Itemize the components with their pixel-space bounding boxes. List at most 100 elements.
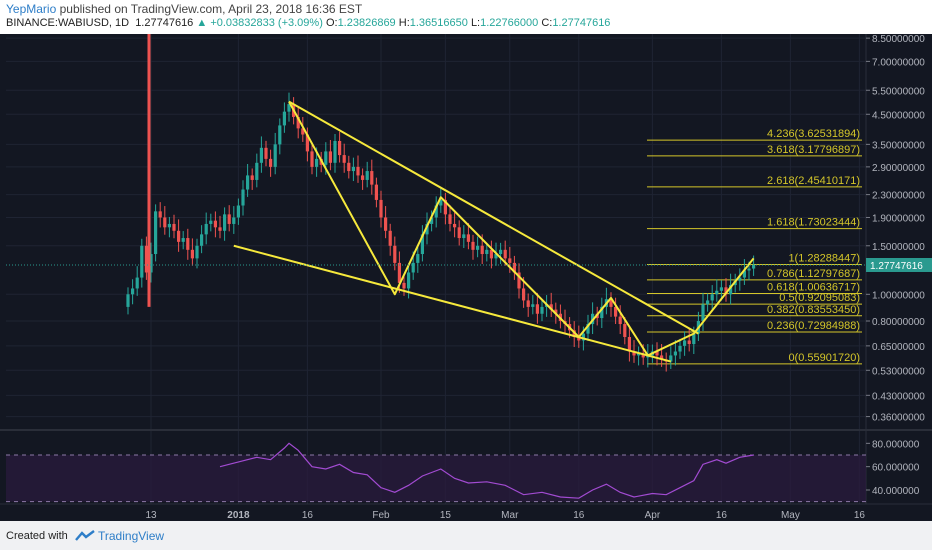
candle-body [144, 245, 148, 273]
candle-body [526, 300, 530, 307]
candle [549, 292, 553, 318]
candle [126, 287, 130, 315]
candle-body [177, 230, 181, 242]
candle-body [259, 147, 263, 163]
candle-body [338, 140, 342, 156]
time-tick-label: 16 [716, 510, 728, 521]
trendline-zigzag [288, 101, 755, 357]
candle-body [269, 158, 273, 167]
candle [172, 214, 176, 239]
price-tick-label: 1.50000000 [872, 242, 925, 253]
candle [269, 149, 273, 177]
candle [154, 204, 158, 262]
open-value: 1.23826869 [337, 17, 396, 29]
candle-body [135, 277, 139, 289]
candle-body [425, 223, 429, 235]
candle [374, 177, 378, 208]
candle-body [181, 238, 185, 242]
candle [144, 236, 148, 280]
candle-body [742, 270, 746, 278]
publish-line: YepMario published on TradingView.com, A… [6, 2, 362, 16]
fib-level-label: 1.618(1.73023444) [767, 217, 860, 229]
candle-body [448, 214, 452, 224]
candle-body [209, 220, 213, 224]
price-tick-label: 0.65000000 [872, 342, 925, 353]
candle [453, 212, 457, 238]
last-price-tag-label: 1.27747616 [870, 261, 923, 272]
candle [365, 161, 369, 188]
candle-body [278, 125, 282, 145]
up-arrow-icon: ▲ [196, 17, 208, 29]
tradingview-brand[interactable]: TradingView [98, 529, 165, 543]
candle [370, 159, 374, 195]
candle [434, 196, 438, 228]
candle [393, 236, 397, 271]
candle-body [480, 245, 484, 255]
candle [310, 142, 314, 175]
price-tick-label: 0.80000000 [872, 317, 925, 328]
candle [255, 153, 259, 188]
candle-body [683, 340, 687, 346]
author-link[interactable]: YepMario [6, 2, 57, 16]
candle-body [250, 175, 254, 180]
candle-body [623, 324, 627, 337]
candle [218, 215, 222, 239]
candle [241, 180, 245, 216]
candle-body [310, 151, 314, 167]
candle-body [374, 184, 378, 200]
candle [476, 236, 480, 258]
candle-body [282, 111, 286, 126]
fib-level-label: 1(1.28288447) [788, 252, 860, 264]
candle [347, 155, 351, 179]
rsi-band [6, 455, 866, 502]
symbol-line: BINANCE:WABIUSD, 1D 1.27747616 ▲ +0.0383… [6, 17, 610, 29]
candle-body [126, 294, 130, 307]
price-tick-label: 8.50000000 [872, 34, 925, 45]
candle-body [678, 345, 682, 352]
candle-body [402, 282, 406, 289]
candle-body [140, 245, 144, 278]
price-chart[interactable]: 4.236(3.62531894) 3.618(3.17796897) 2.618(… [0, 34, 932, 521]
candle-body [549, 304, 553, 310]
high-label: H: [398, 17, 410, 29]
candle-body [494, 254, 498, 259]
candle [535, 292, 539, 324]
candle [485, 242, 489, 262]
candle [706, 293, 710, 312]
candle [351, 157, 355, 182]
time-tick-label: May [781, 510, 800, 521]
candle [190, 238, 194, 266]
price-tick-label: 7.00000000 [872, 57, 925, 68]
rsi-pane: 80.000000 60.000000 40.000000 [6, 439, 920, 503]
candle-body [227, 214, 231, 224]
candle-body [246, 175, 250, 190]
candle [356, 155, 360, 183]
price-tick-label: 5.50000000 [872, 86, 925, 97]
candle-body [503, 249, 507, 259]
candle [600, 297, 604, 329]
candle [278, 118, 282, 155]
high-value: 1.36516650 [409, 17, 468, 29]
candle-body [393, 245, 397, 263]
time-tick-label: Apr [645, 510, 661, 521]
candle-body [540, 306, 544, 314]
price-tick-label: 0.53000000 [872, 366, 925, 377]
candle [342, 143, 346, 173]
candle [678, 338, 682, 359]
candle [338, 131, 342, 163]
candle [729, 273, 733, 305]
price-tick-label: 1.00000000 [872, 290, 925, 301]
candle-body [724, 287, 728, 295]
candle-body [453, 223, 457, 228]
candle-body [729, 285, 733, 295]
price-change: +0.03832833 (+3.09%) [210, 17, 323, 29]
candle [287, 92, 291, 122]
candle-body [342, 155, 346, 163]
candle-body [315, 158, 319, 167]
candle [687, 329, 691, 352]
candle-body [411, 262, 415, 273]
candle-body [195, 245, 199, 259]
candle [655, 342, 659, 366]
candle-body [508, 258, 512, 263]
candle [402, 275, 406, 296]
